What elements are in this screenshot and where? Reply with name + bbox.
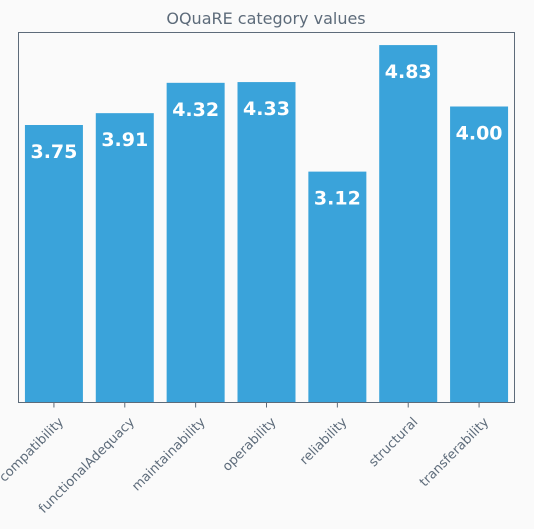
bar-value-label-maintainability: 4.32	[172, 99, 219, 121]
bar-value-label-structural: 4.83	[385, 61, 432, 83]
bar-transferability	[450, 106, 509, 403]
x-tick-label-structural: structural	[366, 415, 421, 470]
bar-functionalAdequacy	[95, 113, 154, 403]
bar-value-label-reliability: 3.12	[314, 188, 361, 210]
bar-reliability	[308, 171, 367, 403]
bar-value-label-compatibility: 3.75	[30, 141, 77, 163]
chart-title: OQuaRE category values	[166, 9, 365, 28]
bars-group	[24, 45, 509, 403]
bar-compatibility	[24, 125, 83, 403]
bar-value-label-functionalAdequacy: 3.91	[101, 129, 148, 151]
x-tick-label-operability: operability	[220, 415, 280, 475]
bar-value-label-transferability: 4.00	[456, 123, 503, 145]
x-tick-label-compatibility: compatibility	[0, 415, 67, 486]
x-tick-label-reliability: reliability	[297, 415, 350, 468]
bar-structural	[379, 45, 438, 403]
bar-maintainability	[166, 82, 225, 403]
x-tick-label-transferability: transferability	[417, 415, 492, 490]
bar-operability	[237, 82, 296, 403]
x-ticks-group: compatibilityfunctionalAdequacymaintaina…	[0, 402, 492, 517]
value-labels-group: 3.75 3.91 4.32 4.33 3.12 4.83 4.00	[30, 61, 502, 210]
x-tick-label-maintainability: maintainability	[129, 415, 209, 495]
bar-value-label-operability: 4.33	[243, 98, 290, 120]
